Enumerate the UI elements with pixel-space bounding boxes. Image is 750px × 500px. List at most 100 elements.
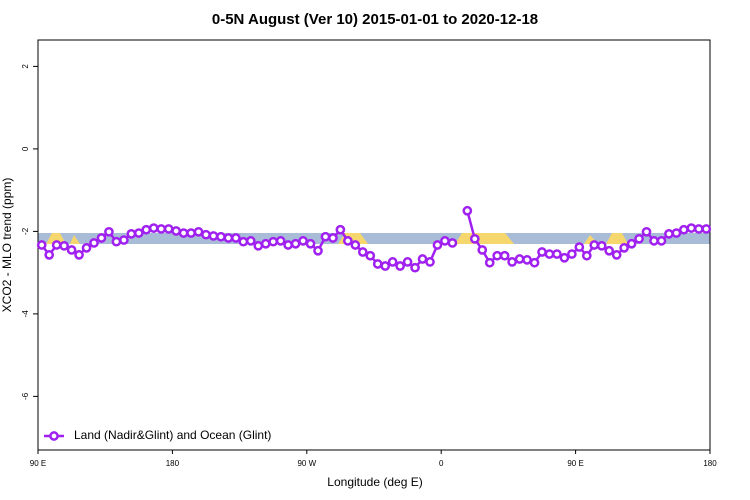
- data-point: [193, 226, 204, 237]
- data-point: [305, 238, 316, 249]
- y-tick-label: 0: [21, 146, 30, 151]
- data-point: [634, 233, 644, 244]
- data-point: [380, 261, 391, 271]
- data-point: [432, 240, 443, 250]
- data-point: [81, 243, 92, 253]
- data-point: [589, 240, 600, 250]
- x-axis-label: Longitude (deg E): [327, 475, 422, 489]
- data-point: [649, 236, 659, 246]
- data-point: [596, 240, 607, 251]
- chart-title: 0-5N August (Ver 10) 2015-01-01 to 2020-…: [212, 11, 538, 28]
- y-tick-label: -4: [21, 310, 30, 318]
- data-point: [567, 249, 577, 259]
- ocean-band: [38, 233, 710, 244]
- data-point: [141, 224, 152, 235]
- data-point: [275, 236, 286, 246]
- data-point: [395, 261, 405, 271]
- data-point: [477, 245, 488, 255]
- data-point: [186, 228, 196, 238]
- data-point: [693, 224, 704, 234]
- land-patch: [455, 233, 514, 244]
- y-tick-label: -6: [21, 392, 30, 400]
- data-point: [365, 250, 376, 261]
- data-point: [74, 250, 84, 260]
- data-point: [201, 229, 211, 240]
- data-point: [701, 224, 712, 234]
- legend-marker: [49, 431, 59, 441]
- data-point: [66, 245, 77, 255]
- data-point: [671, 228, 682, 238]
- y-axis-label: XCO2 - MLO trend (ppm): [0, 178, 14, 313]
- data-point: [178, 228, 189, 238]
- data-point: [231, 233, 241, 243]
- data-point: [216, 231, 226, 242]
- x-tick-label: 0: [439, 459, 444, 468]
- data-point: [335, 224, 346, 235]
- data-point: [462, 205, 473, 216]
- data-point: [104, 226, 114, 237]
- y-tick-label: -2: [21, 227, 30, 235]
- data-point: [313, 245, 323, 256]
- data-point: [679, 224, 689, 235]
- x-tick-label: 90 E: [30, 459, 46, 468]
- data-point: [343, 236, 353, 246]
- data-point: [574, 242, 585, 252]
- data-point: [51, 240, 62, 250]
- data-point: [328, 233, 338, 243]
- data-point: [89, 238, 99, 248]
- data-point: [507, 257, 517, 267]
- data-point: [223, 233, 234, 243]
- data-point: [96, 233, 107, 243]
- x-tick-label: 90 W: [297, 459, 316, 468]
- data-point: [320, 231, 331, 242]
- data-point: [357, 247, 368, 257]
- data-point: [626, 238, 637, 249]
- data-point: [469, 233, 480, 244]
- data-point: [641, 226, 652, 237]
- data-point: [686, 223, 697, 233]
- land-patch: [606, 233, 628, 244]
- data-point: [290, 238, 301, 249]
- data-point: [245, 236, 256, 246]
- data-point: [111, 236, 122, 247]
- data-point: [484, 257, 495, 268]
- data-point: [156, 224, 167, 234]
- data-point: [126, 229, 137, 239]
- data-point: [59, 240, 69, 251]
- data-point: [119, 235, 129, 245]
- data-point: [238, 236, 249, 247]
- data-point: [559, 252, 570, 263]
- x-tick-label: 180: [166, 459, 180, 468]
- data-point: [410, 262, 420, 273]
- data-point: [619, 243, 629, 253]
- data-point: [298, 236, 308, 246]
- data-point: [537, 247, 547, 257]
- data-point: [350, 240, 361, 250]
- data-point: [552, 249, 562, 259]
- data-point: [440, 236, 450, 246]
- data-point: [522, 254, 532, 265]
- land-patch: [70, 235, 80, 244]
- data-point: [148, 223, 159, 233]
- data-point: [44, 250, 55, 260]
- data-point: [425, 257, 435, 267]
- y-tick-label: 2: [21, 64, 30, 69]
- data-point: [372, 259, 383, 269]
- data-point: [208, 231, 219, 241]
- data-point: [36, 240, 47, 250]
- data-point: [387, 257, 398, 267]
- data-point: [260, 238, 271, 249]
- data-point: [544, 249, 555, 259]
- data-point: [402, 257, 413, 267]
- x-tick-label: 90 E: [567, 459, 583, 468]
- data-point: [664, 229, 674, 239]
- data-point: [581, 250, 592, 261]
- data-point: [447, 238, 458, 248]
- data-point: [499, 250, 510, 261]
- x-tick-label: 180: [703, 459, 717, 468]
- land-patch: [46, 233, 66, 244]
- data-point: [514, 254, 525, 264]
- data-point: [529, 257, 540, 268]
